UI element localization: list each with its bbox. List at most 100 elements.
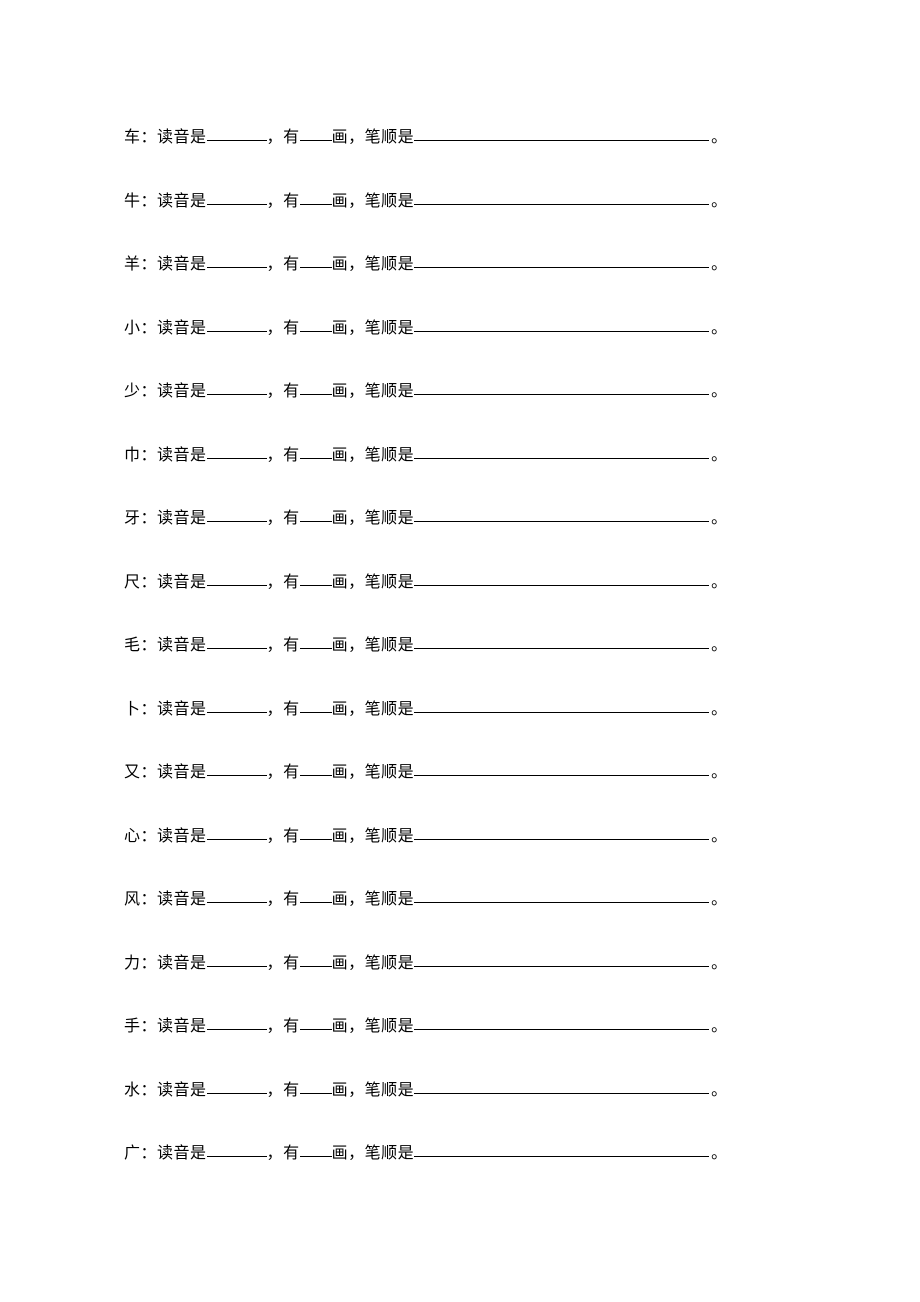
pronunciation-blank[interactable]: [207, 1029, 267, 1030]
pronunciation-label: 读音是: [157, 447, 207, 464]
has-label: 有: [283, 320, 300, 337]
strokes-label: 画，: [332, 447, 365, 464]
pronunciation-blank[interactable]: [207, 1156, 267, 1157]
stroke-order-blank[interactable]: [414, 648, 709, 649]
character: 水: [124, 1082, 141, 1099]
stroke-count-blank[interactable]: [300, 966, 332, 967]
pronunciation-blank[interactable]: [207, 839, 267, 840]
stroke-order-blank[interactable]: [414, 140, 709, 141]
pronunciation-label: 读音是: [157, 574, 207, 591]
stroke-order-label: 笔顺是: [365, 828, 415, 845]
stroke-count-blank[interactable]: [300, 585, 332, 586]
strokes-label: 画，: [332, 701, 365, 718]
worksheet-line: 小：读音是，有画，笔顺是。: [124, 321, 920, 337]
stroke-order-blank[interactable]: [414, 521, 709, 522]
comma-label: ，: [267, 1145, 284, 1162]
pronunciation-blank[interactable]: [207, 648, 267, 649]
worksheet-line: 又：读音是，有画，笔顺是。: [124, 765, 920, 781]
stroke-count-blank[interactable]: [300, 902, 332, 903]
worksheet-line: 巾：读音是，有画，笔顺是。: [124, 448, 920, 464]
period-label: 。: [711, 764, 728, 781]
stroke-order-blank[interactable]: [414, 458, 709, 459]
character: 车: [124, 129, 141, 146]
worksheet-line: 手：读音是，有画，笔顺是。: [124, 1019, 920, 1035]
pronunciation-blank[interactable]: [207, 204, 267, 205]
pronunciation-label: 读音是: [157, 193, 207, 210]
period-label: 。: [711, 256, 728, 273]
stroke-order-blank[interactable]: [414, 839, 709, 840]
stroke-count-blank[interactable]: [300, 394, 332, 395]
stroke-count-blank[interactable]: [300, 204, 332, 205]
pronunciation-label: 读音是: [157, 828, 207, 845]
stroke-count-blank[interactable]: [300, 521, 332, 522]
strokes-label: 画，: [332, 955, 365, 972]
pronunciation-blank[interactable]: [207, 394, 267, 395]
stroke-order-blank[interactable]: [414, 1029, 709, 1030]
stroke-count-blank[interactable]: [300, 267, 332, 268]
stroke-count-blank[interactable]: [300, 1029, 332, 1030]
has-label: 有: [283, 828, 300, 845]
colon-label: ：: [141, 764, 158, 781]
stroke-count-blank[interactable]: [300, 458, 332, 459]
pronunciation-blank[interactable]: [207, 966, 267, 967]
strokes-label: 画，: [332, 764, 365, 781]
strokes-label: 画，: [332, 1082, 365, 1099]
pronunciation-blank[interactable]: [207, 331, 267, 332]
strokes-label: 画，: [332, 193, 365, 210]
stroke-count-blank[interactable]: [300, 775, 332, 776]
strokes-label: 画，: [332, 383, 365, 400]
pronunciation-blank[interactable]: [207, 775, 267, 776]
stroke-count-blank[interactable]: [300, 712, 332, 713]
colon-label: ：: [141, 383, 158, 400]
stroke-order-blank[interactable]: [414, 712, 709, 713]
strokes-label: 画，: [332, 574, 365, 591]
pronunciation-blank[interactable]: [207, 1093, 267, 1094]
worksheet-line: 少：读音是，有画，笔顺是。: [124, 384, 920, 400]
character: 广: [124, 1145, 141, 1162]
comma-label: ，: [267, 129, 284, 146]
stroke-order-blank[interactable]: [414, 394, 709, 395]
character: 巾: [124, 447, 141, 464]
stroke-count-blank[interactable]: [300, 140, 332, 141]
worksheet-line: 水：读音是，有画，笔顺是。: [124, 1083, 920, 1099]
stroke-order-blank[interactable]: [414, 585, 709, 586]
stroke-order-blank[interactable]: [414, 775, 709, 776]
colon-label: ：: [141, 637, 158, 654]
has-label: 有: [283, 1082, 300, 1099]
pronunciation-blank[interactable]: [207, 585, 267, 586]
comma-label: ，: [267, 1082, 284, 1099]
pronunciation-label: 读音是: [157, 320, 207, 337]
stroke-count-blank[interactable]: [300, 839, 332, 840]
stroke-order-blank[interactable]: [414, 331, 709, 332]
period-label: 。: [711, 828, 728, 845]
stroke-count-blank[interactable]: [300, 1093, 332, 1094]
stroke-order-blank[interactable]: [414, 902, 709, 903]
stroke-count-blank[interactable]: [300, 331, 332, 332]
character: 力: [124, 955, 141, 972]
stroke-order-label: 笔顺是: [365, 764, 415, 781]
pronunciation-blank[interactable]: [207, 521, 267, 522]
pronunciation-blank[interactable]: [207, 267, 267, 268]
pronunciation-blank[interactable]: [207, 458, 267, 459]
comma-label: ，: [267, 383, 284, 400]
pronunciation-label: 读音是: [157, 510, 207, 527]
stroke-order-blank[interactable]: [414, 267, 709, 268]
pronunciation-blank[interactable]: [207, 902, 267, 903]
stroke-order-blank[interactable]: [414, 1156, 709, 1157]
pronunciation-blank[interactable]: [207, 712, 267, 713]
pronunciation-blank[interactable]: [207, 140, 267, 141]
stroke-count-blank[interactable]: [300, 648, 332, 649]
pronunciation-label: 读音是: [157, 701, 207, 718]
stroke-order-label: 笔顺是: [365, 447, 415, 464]
colon-label: ：: [141, 891, 158, 908]
stroke-order-blank[interactable]: [414, 1093, 709, 1094]
comma-label: ，: [267, 701, 284, 718]
worksheet-line: 心：读音是，有画，笔顺是。: [124, 829, 920, 845]
stroke-order-blank[interactable]: [414, 966, 709, 967]
stroke-count-blank[interactable]: [300, 1156, 332, 1157]
colon-label: ：: [141, 256, 158, 273]
colon-label: ：: [141, 955, 158, 972]
pronunciation-label: 读音是: [157, 891, 207, 908]
stroke-order-blank[interactable]: [414, 204, 709, 205]
character: 又: [124, 764, 141, 781]
